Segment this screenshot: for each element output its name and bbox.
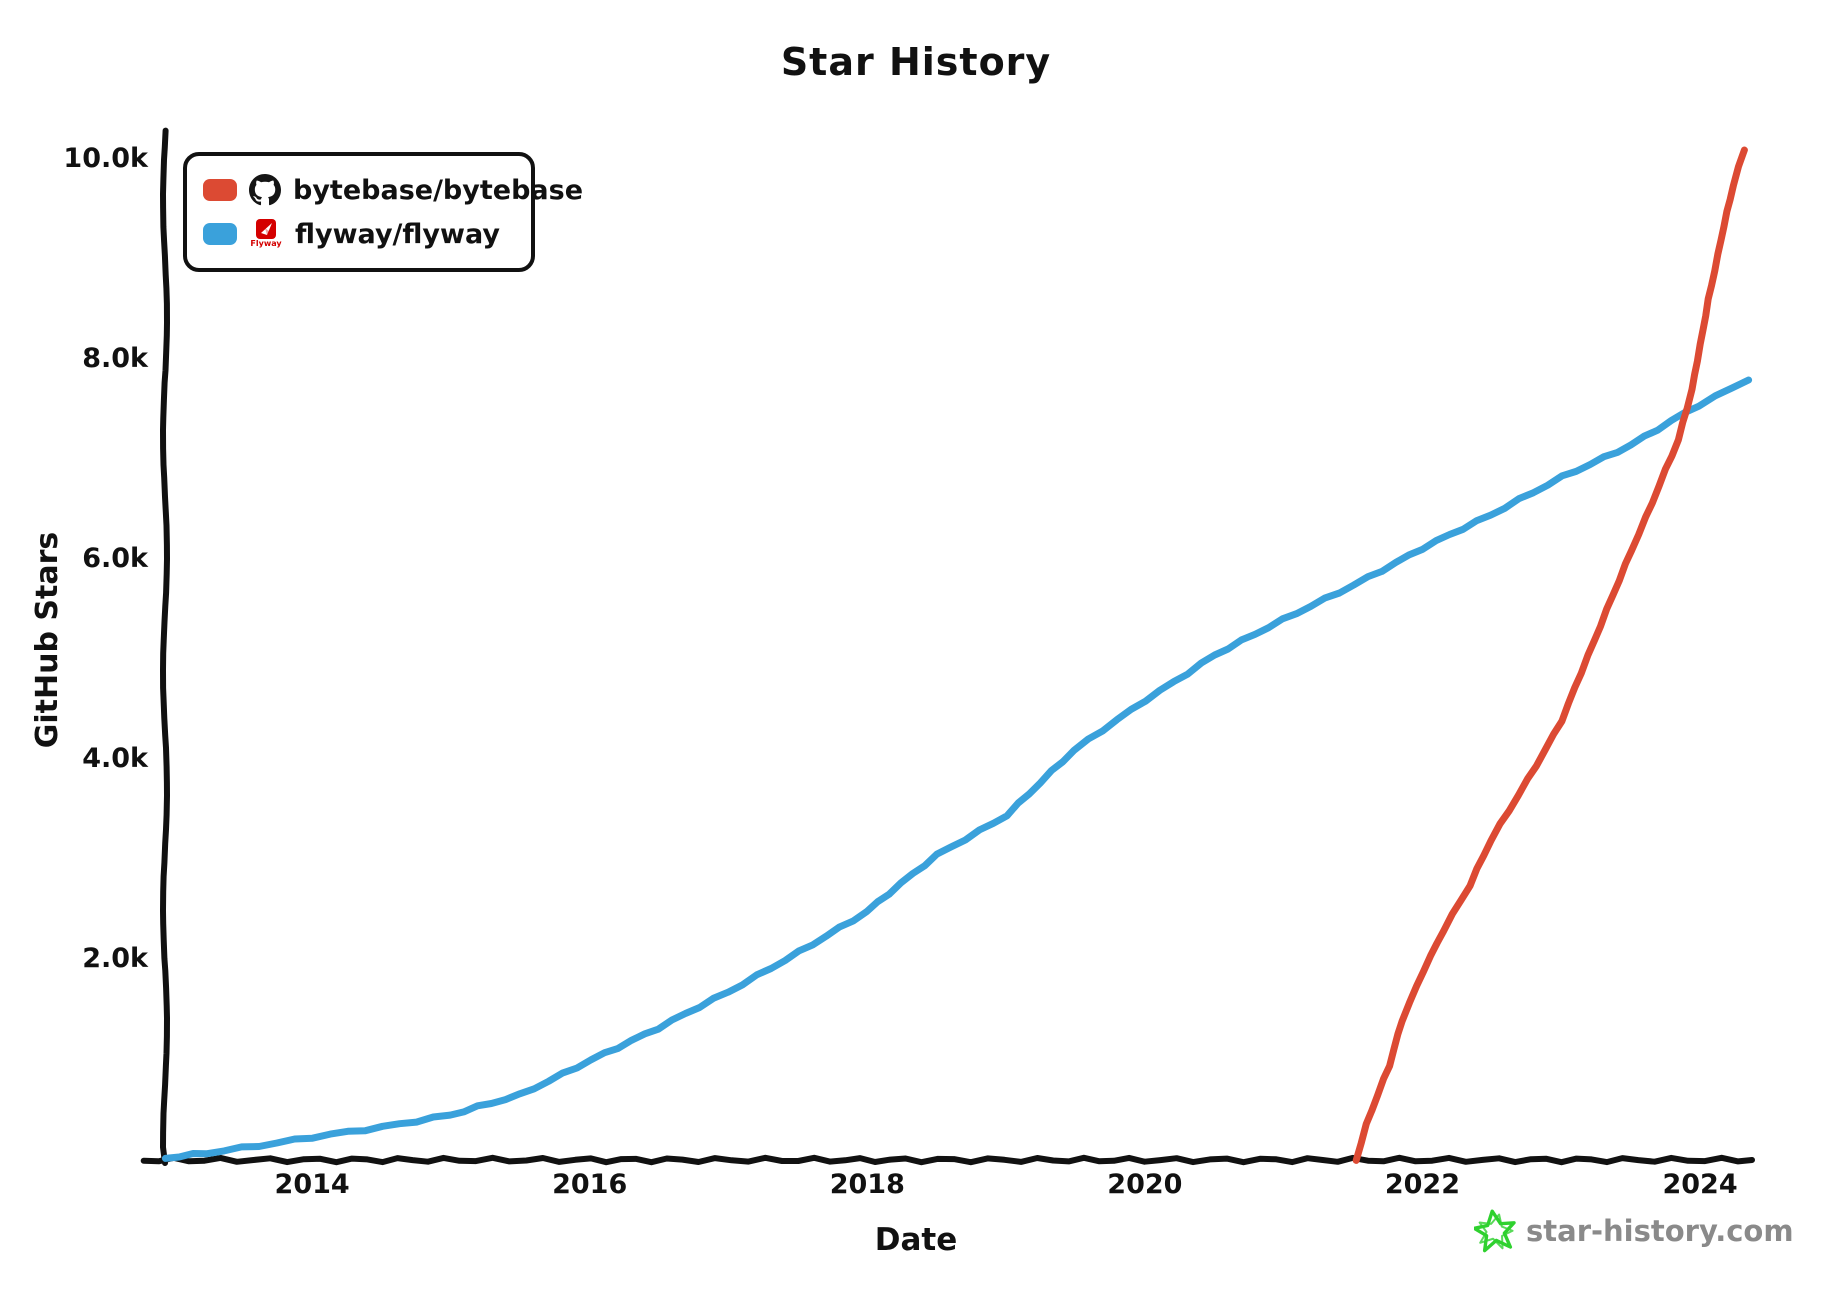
x-tick-2024: 2024 [1662, 1169, 1738, 1200]
y-axis-line [160, 127, 170, 1166]
legend: bytebase/bytebase Flyway flyway/flyway [183, 152, 583, 272]
x-tick-2016: 2016 [552, 1169, 628, 1200]
chart-title: Star History [780, 40, 1052, 84]
y-tick-6.0k: 6.0k [82, 543, 148, 574]
bytebase-series-line [1352, 146, 1748, 1164]
y-tick-8.0k: 8.0k [82, 343, 148, 374]
x-axis-line [140, 1154, 1755, 1166]
legend-item-flyway[interactable]: Flyway flyway/flyway [203, 212, 521, 256]
y-axis-title: GitHub Stars [30, 531, 65, 749]
github-octocat-icon [249, 174, 281, 206]
x-tick-2018: 2018 [829, 1169, 905, 1200]
watermark-text: star-history.com [1526, 1214, 1794, 1248]
legend-item-bytebase[interactable]: bytebase/bytebase [203, 168, 583, 212]
watermark-link[interactable]: star-history.com [1474, 1208, 1794, 1254]
x-tick-2014: 2014 [274, 1169, 350, 1200]
bytebase-color-swatch [203, 179, 237, 201]
legend-label-bytebase: bytebase/bytebase [293, 174, 584, 206]
x-tick-2020: 2020 [1107, 1169, 1183, 1200]
x-tick-2022: 2022 [1384, 1169, 1461, 1200]
x-axis-title: Date [874, 1222, 958, 1258]
legend-label-flyway: flyway/flyway [295, 218, 500, 250]
y-tick-10.0k: 10.0k [63, 143, 148, 174]
y-tick-2.0k: 2.0k [82, 943, 148, 974]
flyway-color-swatch [203, 223, 237, 245]
star-doodle-icon [1474, 1209, 1516, 1253]
flyway-series-line [161, 376, 1753, 1162]
flyway-logo-icon: Flyway [249, 219, 283, 249]
y-tick-4.0k: 4.0k [82, 743, 148, 774]
